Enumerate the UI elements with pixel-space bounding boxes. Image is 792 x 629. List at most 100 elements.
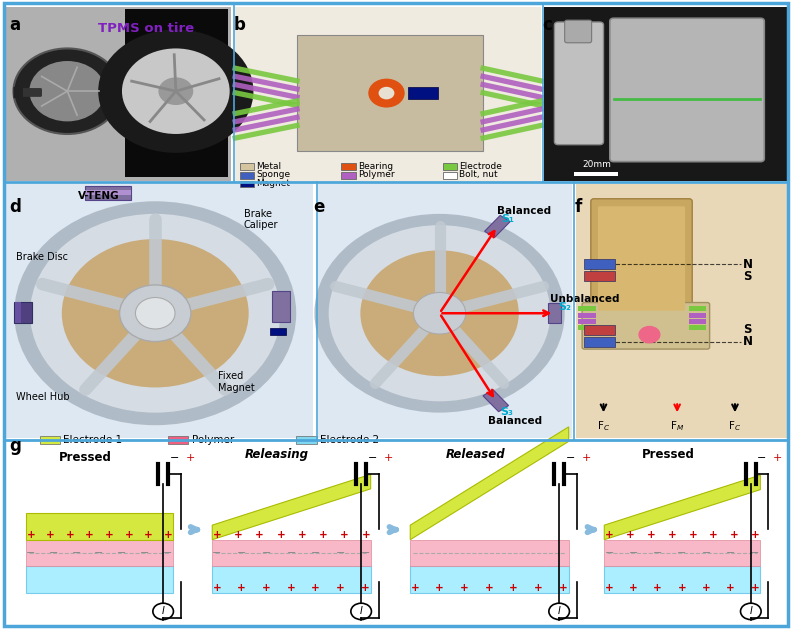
Bar — [318, 184, 572, 438]
Text: +: + — [212, 530, 222, 540]
Bar — [408, 87, 438, 99]
Text: F$_C$: F$_C$ — [729, 419, 741, 433]
Text: +: + — [773, 453, 782, 463]
Circle shape — [329, 225, 550, 401]
Circle shape — [62, 239, 249, 387]
Bar — [584, 259, 615, 269]
Text: +: + — [298, 530, 307, 540]
Bar — [584, 325, 615, 335]
Text: +: + — [626, 530, 634, 540]
Text: F$_C$: F$_C$ — [597, 419, 610, 433]
Circle shape — [158, 77, 193, 105]
Text: −: − — [677, 548, 687, 558]
Bar — [235, 7, 541, 181]
Bar — [168, 436, 188, 444]
Bar — [6, 7, 231, 181]
Text: V-TENG: V-TENG — [78, 191, 120, 201]
Text: +: + — [311, 583, 320, 593]
Bar — [6, 184, 313, 438]
Text: −: − — [702, 548, 711, 558]
Text: −: − — [169, 453, 179, 463]
FancyBboxPatch shape — [13, 87, 23, 98]
Text: +: + — [26, 530, 36, 540]
Text: I: I — [749, 606, 752, 616]
Text: Released: Released — [445, 448, 505, 460]
Text: −: − — [725, 548, 735, 558]
Circle shape — [122, 48, 230, 134]
Bar — [14, 302, 32, 323]
Text: Magnet: Magnet — [257, 179, 291, 188]
Text: +: + — [46, 530, 55, 540]
Bar — [410, 540, 569, 566]
Circle shape — [368, 79, 405, 108]
Text: +: + — [341, 530, 349, 540]
Text: −: − — [212, 548, 222, 558]
FancyBboxPatch shape — [582, 303, 710, 349]
Text: Brake
Caliper: Brake Caliper — [244, 209, 279, 230]
Text: N: N — [743, 258, 753, 270]
Text: −: − — [139, 548, 149, 558]
Polygon shape — [212, 474, 371, 540]
Text: +: + — [383, 453, 393, 463]
Text: −: − — [261, 548, 271, 558]
Text: +: + — [86, 530, 94, 540]
Bar — [689, 325, 706, 330]
Text: +: + — [336, 583, 345, 593]
Text: g: g — [10, 437, 21, 455]
Text: e: e — [313, 198, 324, 216]
Text: +: + — [534, 583, 543, 593]
Text: Releasing: Releasing — [246, 448, 309, 460]
Circle shape — [98, 30, 253, 153]
Bar — [26, 566, 173, 593]
FancyBboxPatch shape — [610, 18, 764, 162]
Text: −: − — [367, 453, 377, 463]
Text: −: − — [750, 548, 760, 558]
Bar — [443, 163, 457, 170]
Text: −: − — [757, 453, 767, 463]
Bar — [689, 319, 706, 324]
Bar — [604, 540, 760, 566]
Text: 20mm: 20mm — [582, 160, 611, 169]
Circle shape — [153, 603, 173, 620]
Text: +: + — [730, 530, 739, 540]
Bar — [26, 540, 173, 566]
Text: +: + — [66, 530, 74, 540]
Polygon shape — [548, 303, 561, 323]
Text: +: + — [105, 530, 113, 540]
Circle shape — [14, 201, 296, 425]
Bar — [578, 313, 596, 318]
Text: −: − — [26, 548, 36, 558]
Circle shape — [638, 326, 661, 343]
Text: +: + — [653, 583, 662, 593]
Circle shape — [30, 214, 280, 413]
FancyBboxPatch shape — [19, 88, 42, 97]
Bar — [85, 186, 131, 200]
Circle shape — [360, 250, 519, 376]
Text: −: − — [653, 548, 662, 558]
Text: S₁: S₁ — [501, 214, 514, 224]
Text: Bearing: Bearing — [358, 162, 393, 170]
Polygon shape — [410, 427, 569, 540]
Circle shape — [29, 61, 105, 121]
Text: −: − — [49, 548, 59, 558]
Circle shape — [351, 603, 371, 620]
Text: −: − — [117, 548, 127, 558]
Text: +: + — [485, 583, 493, 593]
Text: Electrode 1: Electrode 1 — [63, 435, 123, 445]
Text: −: − — [336, 548, 345, 558]
Bar — [15, 302, 21, 323]
Text: Polymer: Polymer — [192, 435, 234, 445]
Text: d: d — [10, 198, 21, 216]
Text: S₂: S₂ — [558, 302, 571, 312]
Text: +: + — [677, 583, 687, 593]
Text: Bolt, nut: Bolt, nut — [459, 170, 498, 179]
Text: +: + — [360, 583, 370, 593]
Text: Pressed: Pressed — [642, 448, 695, 460]
Text: c: c — [543, 16, 552, 34]
Text: a: a — [10, 16, 21, 34]
Polygon shape — [485, 215, 510, 238]
Text: +: + — [238, 583, 246, 593]
Text: +: + — [750, 583, 760, 593]
Circle shape — [13, 48, 121, 134]
Text: Sponge: Sponge — [257, 170, 291, 179]
